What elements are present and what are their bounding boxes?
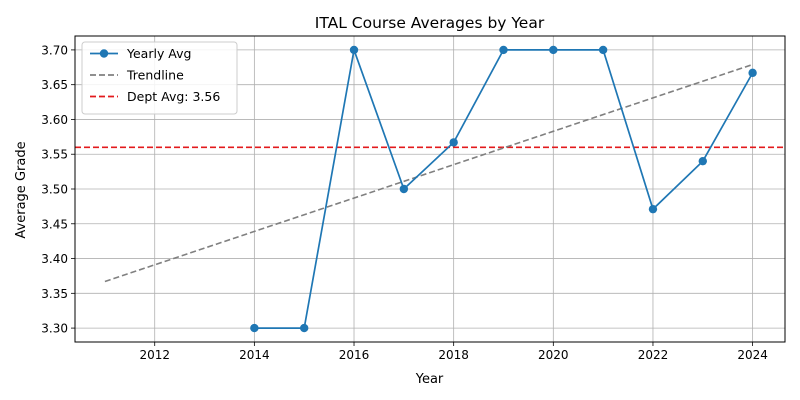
- x-tick-label: 2014: [239, 348, 270, 362]
- legend-label: Dept Avg: 3.56: [127, 89, 220, 104]
- yearly-avg-point: [499, 45, 508, 55]
- yearly-avg-point: [698, 156, 707, 166]
- legend: Yearly Avg Trendline Dept Avg: 3.56: [81, 41, 238, 115]
- legend-label: Yearly Avg: [126, 46, 191, 61]
- legend-label: Trendline: [126, 68, 184, 83]
- x-tick-label: 2012: [139, 348, 170, 362]
- y-tick-label: 3.45: [41, 217, 68, 231]
- axis-ticks: 2012 2014 2016 2018 2020 2022 2024 3.30 3.35 3.40…: [41, 43, 768, 362]
- x-tick-label: 2016: [339, 348, 370, 362]
- y-axis-title: Average Grade: [14, 141, 29, 238]
- yearly-avg-point: [250, 323, 259, 333]
- legend-box: [81, 41, 238, 115]
- plot-area: [75, 45, 785, 333]
- y-tick-label: 3.60: [41, 113, 68, 127]
- yearly-avg-point: [648, 204, 658, 214]
- y-tick-label: 3.35: [41, 287, 68, 301]
- legend-marker: [99, 49, 109, 58]
- y-tick-label: 3.70: [41, 43, 68, 57]
- y-tick-label: 3.65: [41, 78, 68, 92]
- plot-frame: [74, 35, 786, 343]
- y-tick-label: 3.40: [41, 252, 68, 266]
- yearly-avg-point: [598, 45, 608, 55]
- y-tick-label: 3.50: [41, 183, 68, 197]
- trendline: [104, 63, 753, 283]
- yearly-avg-point: [449, 138, 458, 147]
- x-tick-label: 2020: [538, 348, 569, 362]
- x-axis-title: Year: [415, 372, 444, 387]
- y-tick-label: 3.55: [41, 148, 68, 162]
- yearly-avg-point: [349, 45, 359, 55]
- chart-title: ITAL Course Averages by Year: [315, 14, 545, 32]
- x-tick-label: 2018: [438, 348, 469, 362]
- yearly-avg-point: [399, 184, 409, 194]
- y-tick-label: 3.30: [41, 322, 68, 336]
- grid: [75, 36, 785, 342]
- x-tick-label: 2022: [638, 348, 669, 362]
- yearly-avg-point: [549, 45, 558, 55]
- yearly-avg-point: [748, 68, 757, 78]
- yearly-avg-point: [299, 323, 309, 333]
- x-tick-label: 2024: [737, 348, 768, 362]
